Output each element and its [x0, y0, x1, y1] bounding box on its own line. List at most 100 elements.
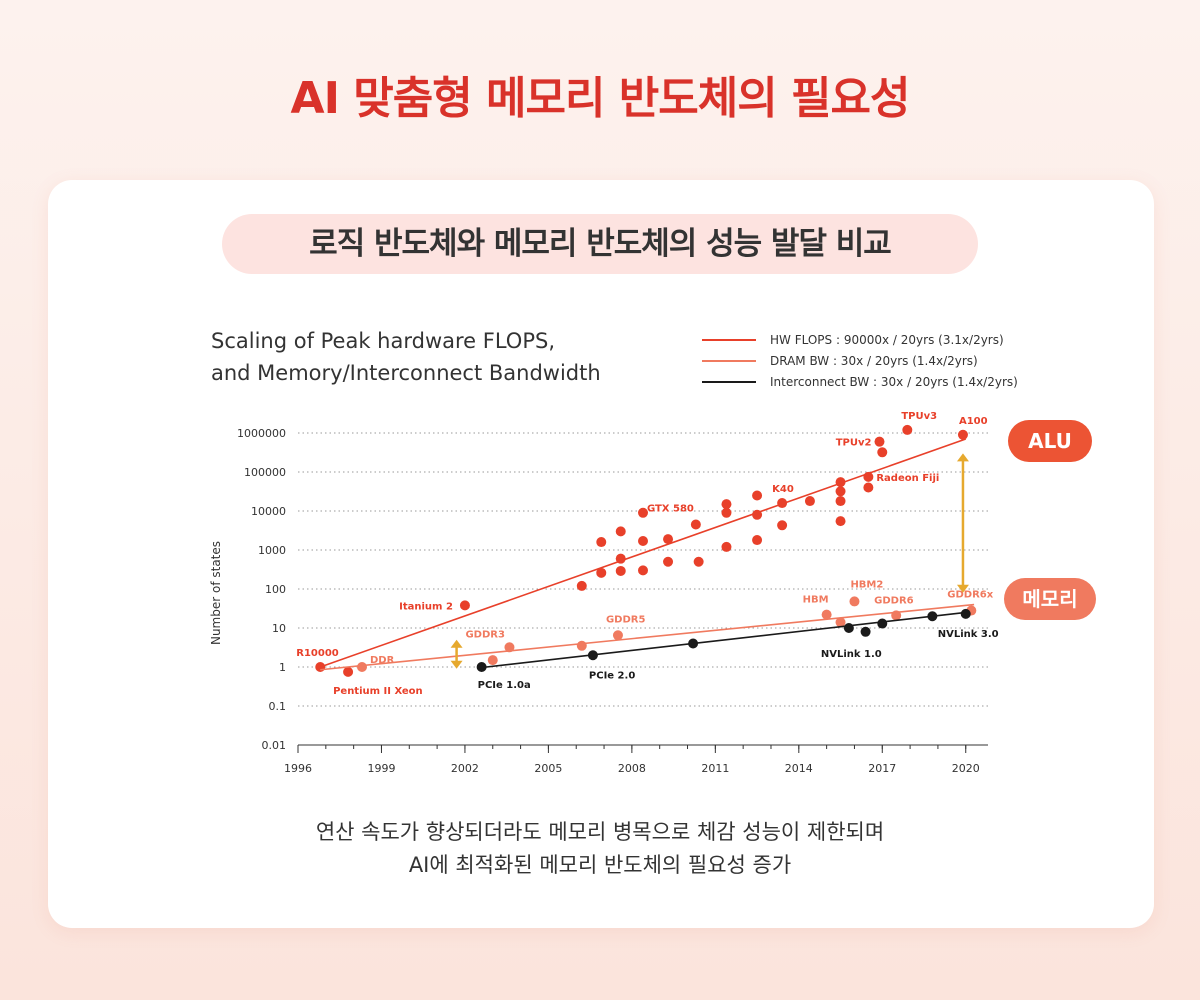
- data-point: [752, 509, 763, 520]
- data-point: [891, 610, 902, 621]
- content-card: [48, 180, 1154, 928]
- data-point: [504, 642, 515, 653]
- point-label: Radeon Fiji: [876, 473, 939, 484]
- point-label: GDDR5: [606, 614, 646, 625]
- point-label: GDDR6x: [947, 590, 993, 601]
- data-point: [343, 666, 354, 677]
- data-point: [638, 565, 648, 576]
- data-point: [804, 496, 815, 507]
- page-title: AI 맞춤형 메모리 반도체의 필요성: [290, 73, 911, 124]
- data-point: [663, 556, 674, 567]
- point-label: TPUv2: [836, 438, 872, 449]
- trend-line: [478, 611, 966, 669]
- data-point: [615, 565, 626, 576]
- data-point: [612, 630, 623, 641]
- data-point: [638, 536, 648, 547]
- point-label: PCIe 1.0a: [478, 680, 531, 691]
- x-tick-label: 2020: [952, 762, 980, 775]
- data-point: [576, 640, 587, 651]
- data-point: [863, 471, 874, 482]
- data-point: [615, 553, 626, 564]
- x-tick-label: 2002: [451, 762, 479, 775]
- alu-badge: [1008, 420, 1092, 462]
- data-point: [777, 520, 788, 531]
- data-point: [663, 534, 674, 545]
- data-point: [960, 608, 971, 619]
- data-point: [315, 662, 326, 672]
- data-point: [835, 617, 846, 628]
- data-point: [835, 477, 846, 488]
- x-tick-label: 1999: [367, 762, 395, 775]
- point-label: GTX 580: [647, 504, 694, 515]
- y-tick-label: 1000: [258, 544, 286, 557]
- point-label: Itanium 2: [399, 601, 453, 612]
- data-point: [638, 507, 648, 518]
- data-point: [596, 567, 607, 578]
- data-point: [821, 609, 832, 620]
- point-label: NVLink 3.0: [938, 629, 999, 640]
- data-point: [863, 482, 874, 493]
- memory-badge: [1004, 578, 1096, 620]
- data-point: [476, 662, 487, 672]
- point-label: HBM2: [850, 579, 883, 590]
- data-point: [957, 429, 968, 440]
- trend-line: [319, 438, 967, 668]
- point-label: K40: [772, 484, 794, 495]
- data-point: [877, 618, 888, 629]
- legend-label: HW FLOPS : 90000x / 20yrs (3.1x/2yrs): [770, 333, 1004, 347]
- memory-badge-label: 메모리: [1022, 587, 1077, 611]
- gap-arrow-head: [956, 584, 969, 593]
- y-axis-label: Number of states: [209, 541, 223, 645]
- chart-title-line: and Memory/Interconnect Bandwidth: [211, 361, 601, 385]
- alu-badge-label: ALU: [1028, 429, 1072, 453]
- caption-line-1: 연산 속도가 향상되더라도 메모리 병목으로 체감 성능이 제한되며: [315, 820, 885, 844]
- x-tick-label: 2011: [701, 762, 729, 775]
- point-label: TPUv3: [901, 411, 937, 422]
- data-point: [877, 447, 888, 458]
- y-tick-label: 0.01: [262, 739, 287, 752]
- point-label: NVLink 1.0: [821, 649, 882, 660]
- caption-line-2: AI에 최적화된 메모리 반도체의 필요성 증가: [408, 853, 792, 877]
- data-point: [902, 424, 913, 435]
- data-point: [843, 623, 854, 633]
- y-tick-label: 10: [272, 622, 286, 635]
- data-point: [874, 436, 885, 447]
- trend-line: [320, 603, 975, 671]
- data-point: [849, 596, 860, 607]
- data-point: [688, 638, 699, 649]
- data-point: [752, 490, 763, 501]
- data-point: [693, 556, 704, 567]
- x-tick-label: 2005: [534, 762, 562, 775]
- y-tick-label: 0.1: [269, 700, 287, 713]
- chart-subtitle: 로직 반도체와 메모리 반도체의 성능 발달 비교: [222, 214, 978, 274]
- data-point: [356, 662, 367, 672]
- point-label: PCIe 2.0: [589, 670, 635, 681]
- point-label: R10000: [296, 648, 339, 659]
- point-label: GDDR3: [465, 629, 505, 640]
- data-point: [777, 498, 788, 509]
- data-point: [721, 541, 732, 552]
- gap-arrow-head: [450, 660, 463, 669]
- data-point: [835, 516, 846, 527]
- data-point: [487, 655, 498, 666]
- x-tick-label: 2017: [868, 762, 896, 775]
- data-point: [752, 535, 763, 546]
- data-point: [615, 526, 626, 537]
- data-point: [927, 611, 938, 622]
- legend-label: DRAM BW : 30x / 20yrs (1.4x/2yrs): [770, 354, 978, 368]
- data-point: [576, 580, 587, 591]
- legend-label: Interconnect BW : 30x / 20yrs (1.4x/2yrs…: [770, 375, 1018, 389]
- y-tick-label: 1: [279, 661, 286, 674]
- data-point: [459, 600, 470, 611]
- gap-arrow-head: [956, 453, 969, 462]
- data-point: [860, 626, 871, 637]
- x-tick-label: 2014: [785, 762, 813, 775]
- data-point: [721, 499, 732, 510]
- data-point: [721, 507, 732, 518]
- point-label: Pentium II Xeon: [333, 686, 423, 697]
- y-tick-label: 100000: [244, 466, 286, 479]
- data-point: [587, 650, 598, 661]
- x-tick-label: 1996: [284, 762, 312, 775]
- y-tick-label: 1000000: [237, 427, 286, 440]
- y-tick-label: 100: [265, 583, 286, 596]
